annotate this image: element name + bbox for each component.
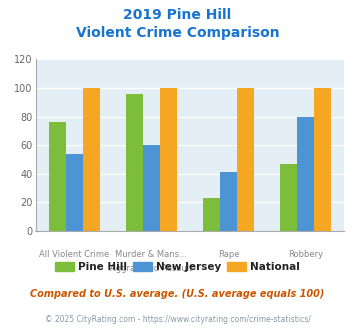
Text: All Violent Crime: All Violent Crime — [39, 250, 109, 259]
Bar — [160, 88, 177, 231]
Text: 2019 Pine Hill: 2019 Pine Hill — [124, 8, 231, 22]
Legend: Pine Hill, New Jersey, National: Pine Hill, New Jersey, National — [51, 258, 304, 276]
Text: Rape: Rape — [218, 250, 239, 259]
Bar — [280, 164, 297, 231]
Bar — [83, 88, 100, 231]
Bar — [297, 116, 314, 231]
Bar — [126, 94, 143, 231]
Bar — [66, 154, 83, 231]
Text: Murder & Mans...: Murder & Mans... — [115, 250, 187, 259]
Bar — [220, 172, 237, 231]
Text: © 2025 CityRating.com - https://www.cityrating.com/crime-statistics/: © 2025 CityRating.com - https://www.city… — [45, 315, 310, 324]
Text: Compared to U.S. average. (U.S. average equals 100): Compared to U.S. average. (U.S. average … — [30, 289, 325, 299]
Bar — [237, 88, 254, 231]
Bar — [143, 145, 160, 231]
Text: Robbery: Robbery — [288, 250, 323, 259]
Bar — [49, 122, 66, 231]
Text: Violent Crime Comparison: Violent Crime Comparison — [76, 26, 279, 40]
Bar — [314, 88, 331, 231]
Bar — [203, 198, 220, 231]
Text: Aggravated Assault: Aggravated Assault — [110, 264, 192, 273]
